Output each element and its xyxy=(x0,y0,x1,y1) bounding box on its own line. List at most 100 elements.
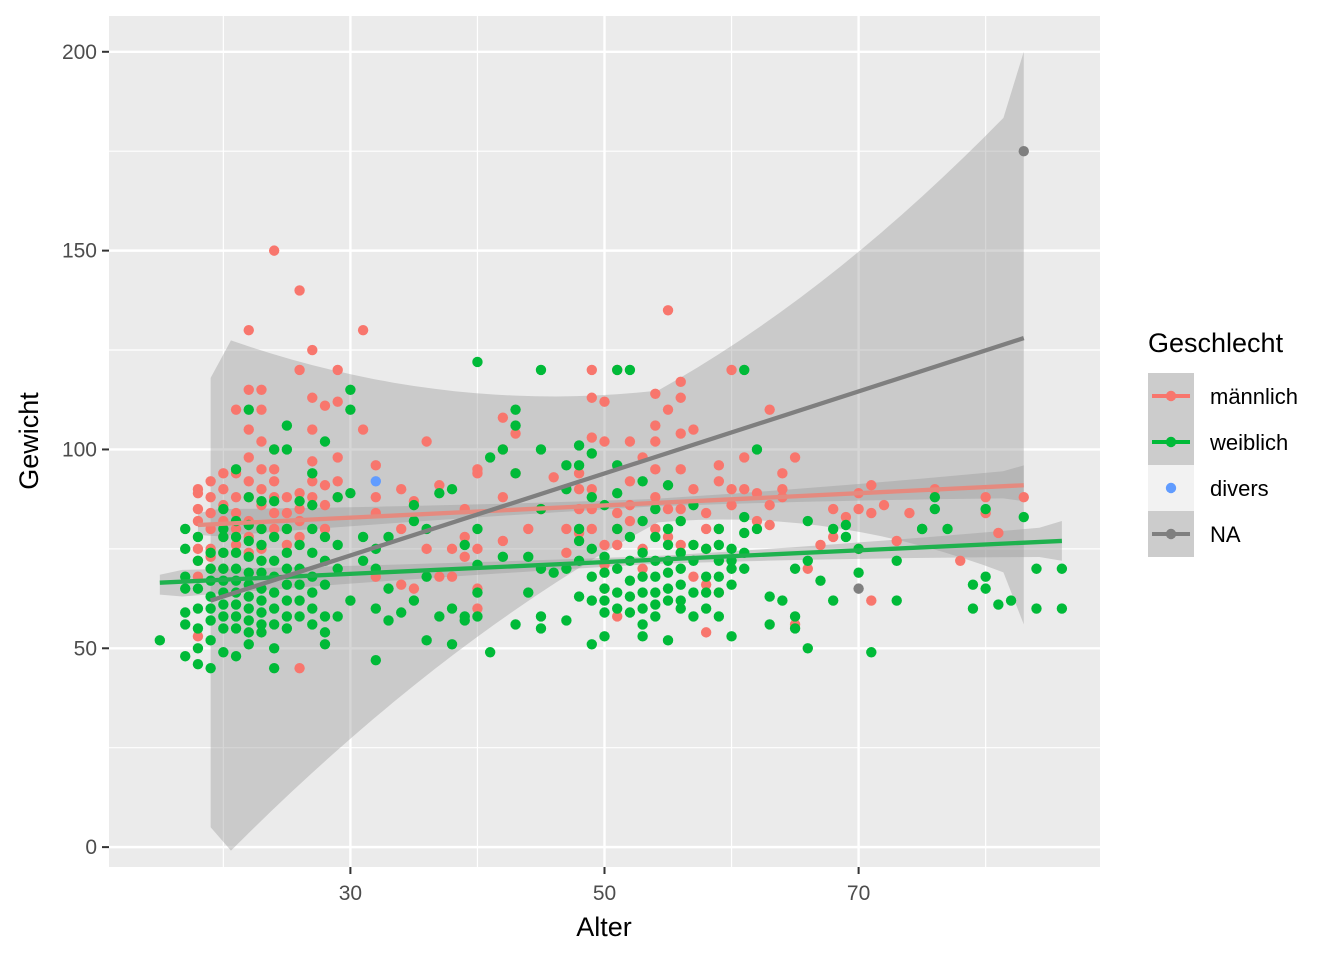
data-point xyxy=(535,623,547,634)
data-point xyxy=(230,539,242,551)
data-point xyxy=(1056,563,1068,574)
data-point xyxy=(307,456,318,467)
data-point xyxy=(294,364,305,376)
data-point xyxy=(370,460,382,471)
data-point xyxy=(713,539,725,551)
data-point xyxy=(205,615,216,626)
data-point xyxy=(523,587,534,598)
data-point xyxy=(624,476,636,487)
data-point xyxy=(345,487,356,499)
data-point xyxy=(523,551,534,563)
y-tick-label: 0 xyxy=(85,836,97,859)
data-point xyxy=(281,595,293,606)
data-point xyxy=(523,523,534,535)
data-point xyxy=(256,619,267,630)
data-point xyxy=(218,563,229,574)
data-point xyxy=(612,364,623,376)
data-point xyxy=(205,547,216,559)
data-point xyxy=(675,464,686,475)
data-point xyxy=(751,523,763,535)
data-point xyxy=(192,603,204,614)
data-point xyxy=(256,436,267,447)
data-point xyxy=(357,531,369,543)
data-point xyxy=(434,480,445,491)
data-point xyxy=(332,563,343,574)
data-point xyxy=(205,563,216,574)
confidence-bands xyxy=(159,51,1062,851)
data-point xyxy=(980,583,991,594)
data-point xyxy=(700,523,712,535)
data-point xyxy=(688,484,699,495)
data-point xyxy=(827,523,839,535)
data-point xyxy=(548,472,559,483)
data-point xyxy=(637,631,648,642)
data-point xyxy=(599,551,610,563)
legend: Geschlecht männlich weiblich divers NA xyxy=(1148,328,1298,557)
data-point xyxy=(192,658,204,670)
data-point xyxy=(497,412,509,423)
data-point xyxy=(980,491,991,503)
data-point xyxy=(243,535,254,547)
data-point xyxy=(700,587,712,598)
data-point xyxy=(612,611,623,622)
data-point xyxy=(904,507,915,519)
data-point xyxy=(853,567,864,578)
data-point xyxy=(599,583,610,594)
data-point xyxy=(739,452,750,463)
data-point xyxy=(612,563,623,574)
data-point xyxy=(561,523,572,535)
data-point xyxy=(421,635,432,646)
trend-line xyxy=(209,336,1025,603)
data-point xyxy=(332,476,343,487)
data-point xyxy=(497,491,509,503)
x-axis: 30 50 70 xyxy=(339,867,870,905)
data-point xyxy=(993,599,1004,610)
data-point xyxy=(408,515,420,527)
data-point xyxy=(256,384,267,396)
data-point xyxy=(700,627,712,638)
data-point xyxy=(218,647,229,658)
data-point xyxy=(637,571,648,582)
data-point xyxy=(713,476,725,487)
data-point xyxy=(192,555,204,566)
data-point xyxy=(243,452,254,463)
data-point xyxy=(713,611,725,622)
data-point xyxy=(218,484,229,495)
data-point xyxy=(256,404,267,415)
data-point xyxy=(307,392,318,403)
data-point xyxy=(739,563,750,574)
data-point xyxy=(675,595,686,606)
data-point xyxy=(802,563,813,574)
data-point xyxy=(180,523,191,535)
data-point xyxy=(866,480,877,491)
data-point xyxy=(281,420,293,431)
data-point xyxy=(561,460,572,471)
data-point xyxy=(396,484,407,495)
data-point xyxy=(218,503,229,515)
data-point xyxy=(332,452,343,463)
data-point xyxy=(205,507,216,519)
data-point xyxy=(230,623,242,634)
legend-title: Geschlecht xyxy=(1148,328,1284,358)
data-point xyxy=(637,563,648,574)
data-point xyxy=(662,523,674,535)
data-point xyxy=(650,491,661,503)
data-point xyxy=(967,603,979,614)
data-point xyxy=(180,619,191,630)
data-point xyxy=(612,539,623,551)
legend-key-point xyxy=(1165,390,1177,402)
data-point xyxy=(281,611,293,622)
data-point xyxy=(472,356,483,368)
data-point xyxy=(192,487,204,499)
y-axis-title: Gewicht xyxy=(14,392,44,490)
data-point xyxy=(497,535,509,547)
data-point xyxy=(650,611,661,622)
data-point xyxy=(472,603,483,614)
data-point xyxy=(154,635,166,646)
data-point xyxy=(713,523,725,535)
data-point xyxy=(205,635,216,646)
data-point xyxy=(281,539,293,551)
data-point xyxy=(307,603,318,614)
legend-label: männlich xyxy=(1210,384,1298,409)
data-point xyxy=(802,515,813,527)
